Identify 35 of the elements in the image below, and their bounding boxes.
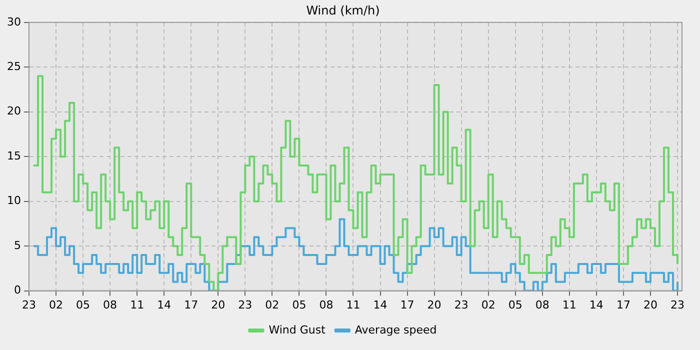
x-tick-label: 11	[346, 298, 360, 312]
x-tick-label: 14	[157, 298, 172, 312]
x-tick-label: 05	[292, 298, 306, 312]
x-tick-label: 14	[373, 298, 388, 312]
x-tick-label: 23	[670, 298, 684, 312]
x-tick-label: 23	[22, 298, 36, 312]
x-tick-label: 11	[130, 298, 144, 312]
legend-label: Average speed	[354, 323, 437, 336]
x-tick-label: 08	[319, 298, 334, 312]
legend-label: Wind Gust	[268, 323, 326, 336]
x-tick-label: 08	[535, 298, 550, 312]
y-tick-label: 0	[14, 284, 21, 297]
x-tick-label: 17	[400, 298, 414, 312]
y-tick-label: 30	[6, 15, 21, 28]
x-tick-label: 14	[589, 298, 604, 312]
chart-title: Wind (km/h)	[306, 3, 380, 18]
y-tick-label: 15	[6, 149, 21, 162]
y-tick-label: 5	[14, 238, 21, 252]
x-tick-label: 02	[49, 298, 64, 312]
x-tick-label: 17	[616, 298, 630, 312]
y-tick-label: 10	[6, 194, 21, 208]
x-tick-label: 20	[427, 298, 442, 312]
x-tick-label: 05	[508, 298, 522, 312]
x-tick-label: 23	[238, 298, 252, 312]
x-tick-label: 02	[481, 298, 496, 312]
x-tick-label: 11	[562, 298, 576, 312]
x-tick-label: 23	[454, 298, 468, 312]
x-tick-label: 08	[103, 298, 118, 312]
y-tick-label: 25	[6, 60, 21, 73]
x-tick-label: 17	[184, 298, 198, 312]
x-tick-label: 05	[76, 298, 90, 312]
y-tick-label: 20	[6, 104, 21, 118]
x-tick-label: 20	[211, 298, 226, 312]
x-tick-label: 20	[643, 298, 658, 312]
x-tick-label: 02	[265, 298, 280, 312]
